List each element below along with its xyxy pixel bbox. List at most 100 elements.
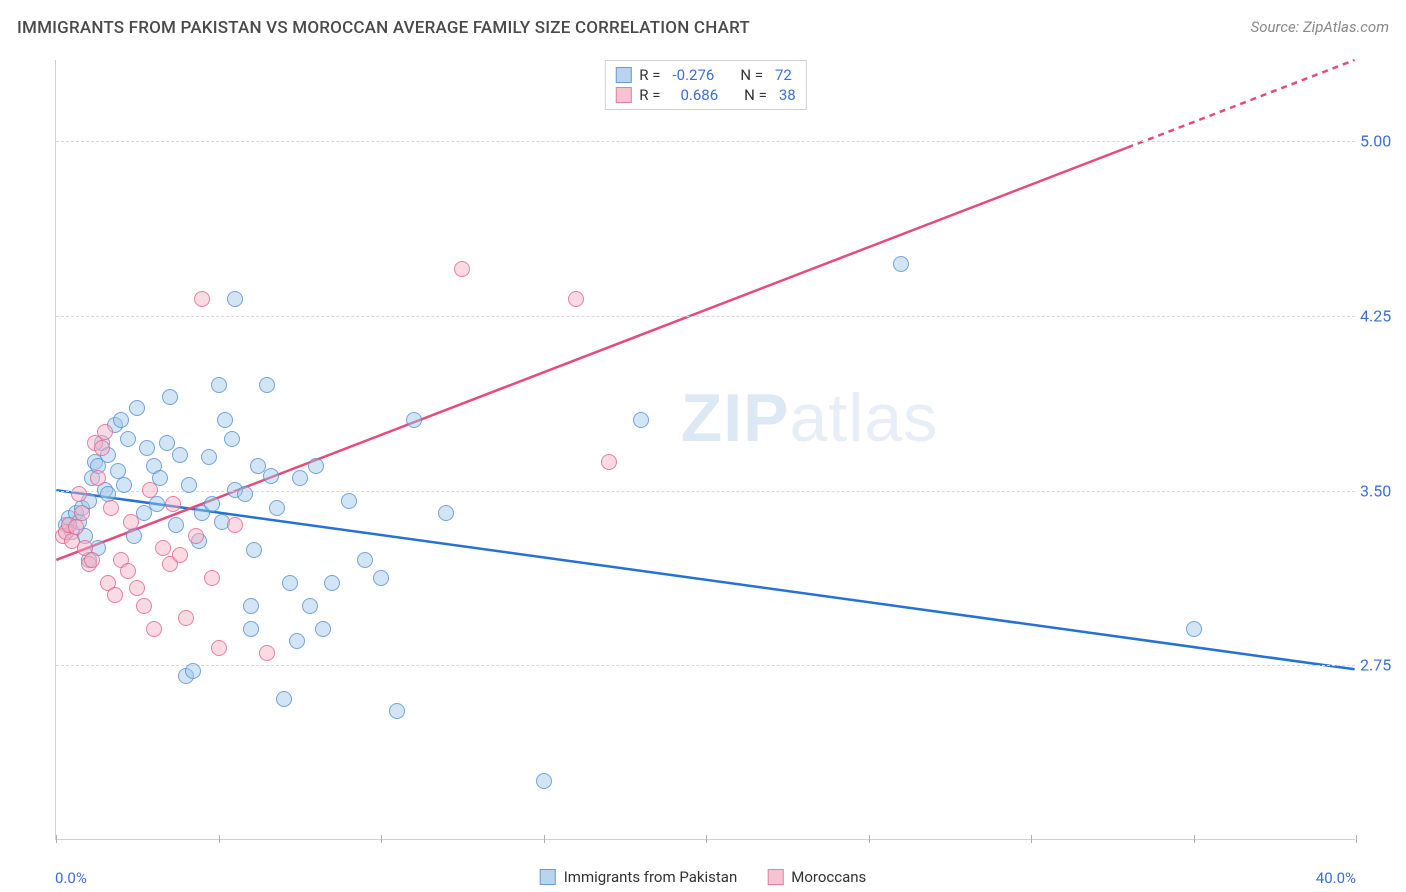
- y-tick-label: 2.75: [1360, 656, 1405, 675]
- plot-area: R = -0.276 N = 72 R = 0.686 N = 38 ZIPat…: [55, 60, 1355, 840]
- scatter-point: [373, 570, 389, 586]
- scatter-point: [292, 470, 308, 486]
- scatter-point: [188, 528, 204, 544]
- x-tick: [381, 835, 382, 843]
- scatter-point: [162, 389, 178, 405]
- scatter-point: [204, 570, 220, 586]
- scatter-point: [211, 377, 227, 393]
- series-swatch-icon: [767, 869, 783, 885]
- scatter-point: [568, 291, 584, 307]
- n-value: 72: [775, 66, 792, 84]
- r-label: R =: [639, 66, 660, 84]
- scatter-point: [74, 505, 90, 521]
- r-label: R =: [639, 86, 660, 104]
- scatter-point: [103, 500, 119, 516]
- scatter-point: [155, 540, 171, 556]
- scatter-point: [454, 261, 470, 277]
- gridline: [56, 141, 1355, 142]
- scatter-point: [324, 575, 340, 591]
- n-value: 38: [779, 86, 796, 104]
- scatter-point: [172, 547, 188, 563]
- scatter-point: [126, 528, 142, 544]
- scatter-point: [276, 691, 292, 707]
- scatter-point: [194, 291, 210, 307]
- scatter-point: [246, 542, 262, 558]
- scatter-point: [123, 514, 139, 530]
- scatter-point: [201, 449, 217, 465]
- scatter-point: [146, 621, 162, 637]
- scatter-point: [601, 454, 617, 470]
- scatter-point: [269, 500, 285, 516]
- scatter-point: [185, 663, 201, 679]
- y-tick-label: 4.25: [1360, 307, 1405, 326]
- scatter-point: [243, 621, 259, 637]
- scatter-point: [227, 291, 243, 307]
- legend-item: Immigrants from Pakistan: [540, 868, 738, 886]
- stats-legend-row: R = 0.686 N = 38: [613, 85, 797, 105]
- scatter-point: [406, 412, 422, 428]
- scatter-point: [536, 773, 552, 789]
- scatter-point: [120, 563, 136, 579]
- scatter-point: [204, 496, 220, 512]
- x-tick: [706, 835, 707, 843]
- x-tick: [56, 835, 57, 843]
- scatter-point: [282, 575, 298, 591]
- series-swatch-icon: [615, 87, 631, 103]
- legend-item: Moroccans: [767, 868, 866, 886]
- x-axis-end-label: 40.0%: [1316, 869, 1356, 887]
- scatter-point: [259, 377, 275, 393]
- r-value: -0.276: [672, 66, 714, 84]
- scatter-point: [139, 440, 155, 456]
- y-tick-label: 5.00: [1360, 132, 1405, 151]
- scatter-point: [84, 552, 100, 568]
- scatter-point: [172, 447, 188, 463]
- x-tick: [869, 835, 870, 843]
- scatter-point: [1186, 621, 1202, 637]
- watermark: ZIPatlas: [681, 379, 938, 457]
- scatter-point: [129, 580, 145, 596]
- scatter-point: [71, 486, 87, 502]
- gridline: [56, 316, 1355, 317]
- x-axis-start-label: 0.0%: [55, 869, 87, 887]
- scatter-point: [142, 482, 158, 498]
- n-label: N =: [744, 86, 767, 104]
- x-tick: [1194, 835, 1195, 843]
- scatter-point: [159, 435, 175, 451]
- legend-label: Moroccans: [791, 868, 866, 886]
- scatter-point: [165, 496, 181, 512]
- scatter-point: [227, 517, 243, 533]
- chart-title: IMMIGRANTS FROM PAKISTAN VS MOROCCAN AVE…: [17, 18, 750, 38]
- trend-lines: [56, 60, 1355, 839]
- y-tick-label: 3.50: [1360, 481, 1405, 500]
- scatter-point: [357, 552, 373, 568]
- legend-label: Immigrants from Pakistan: [564, 868, 738, 886]
- source-attribution: Source: ZipAtlas.com: [1251, 18, 1389, 36]
- scatter-point: [68, 519, 84, 535]
- series-swatch-icon: [615, 67, 631, 83]
- scatter-point: [315, 621, 331, 637]
- n-label: N =: [740, 66, 763, 84]
- stats-legend-row: R = -0.276 N = 72: [613, 65, 797, 85]
- r-value: 0.686: [680, 86, 718, 104]
- scatter-point: [217, 412, 233, 428]
- scatter-point: [224, 431, 240, 447]
- scatter-point: [113, 412, 129, 428]
- x-tick: [219, 835, 220, 843]
- scatter-point: [211, 640, 227, 656]
- scatter-point: [243, 598, 259, 614]
- scatter-point: [116, 477, 132, 493]
- x-tick: [1031, 835, 1032, 843]
- scatter-point: [289, 633, 305, 649]
- scatter-point: [178, 610, 194, 626]
- scatter-point: [438, 505, 454, 521]
- scatter-point: [90, 470, 106, 486]
- x-tick: [1356, 835, 1357, 843]
- scatter-point: [263, 468, 279, 484]
- scatter-point: [302, 598, 318, 614]
- scatter-point: [97, 424, 113, 440]
- gridline: [56, 665, 1355, 666]
- scatter-point: [893, 256, 909, 272]
- stats-legend: R = -0.276 N = 72 R = 0.686 N = 38: [604, 60, 806, 110]
- series-swatch-icon: [540, 869, 556, 885]
- chart-container: Average Family Size R = -0.276 N = 72 R …: [0, 40, 1406, 892]
